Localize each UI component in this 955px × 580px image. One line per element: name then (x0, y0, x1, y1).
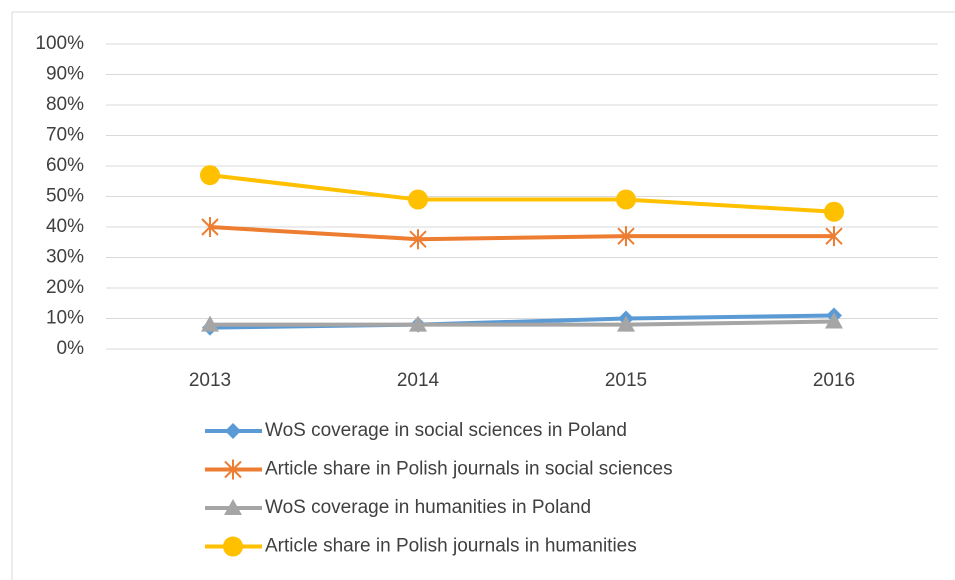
series-line (210, 319, 835, 327)
series-line (209, 225, 834, 242)
x-tick-label: 2013 (189, 370, 231, 391)
series-line (209, 173, 835, 214)
marker (224, 499, 242, 515)
marker (201, 217, 219, 237)
y-tick-label: 20% (46, 277, 84, 298)
y-tick-label: 30% (46, 247, 84, 268)
y-tick-label: 60% (46, 155, 84, 176)
y-tick-label: 10% (46, 308, 84, 329)
y-tick-label: 0% (57, 338, 85, 359)
y-tick-label: 100% (35, 33, 84, 54)
legend-label: Article share in Polish journals in huma… (265, 536, 637, 557)
marker (409, 315, 427, 332)
marker (225, 423, 241, 439)
y-tick-label: 90% (46, 64, 84, 85)
marker (825, 226, 843, 247)
marker (408, 189, 428, 210)
marker (616, 189, 636, 210)
marker (200, 165, 220, 186)
legend-label: WoS coverage in humanities in Poland (265, 497, 591, 518)
marker (201, 315, 219, 332)
marker (825, 312, 843, 329)
y-tick-label: 50% (46, 186, 84, 207)
y-tick-label: 70% (46, 125, 84, 146)
legend-label: Article share in Polish journals in soci… (265, 459, 673, 480)
legend-label: WoS coverage in social sciences in Polan… (265, 420, 627, 441)
x-tick-label: 2016 (813, 370, 855, 391)
x-tick-label: 2014 (397, 370, 440, 391)
marker (224, 459, 242, 480)
marker (617, 226, 635, 247)
marker (824, 201, 844, 222)
y-tick-label: 40% (46, 216, 84, 237)
x-tick-label: 2015 (605, 370, 647, 391)
marker (409, 229, 427, 250)
marker (617, 315, 635, 332)
marker (223, 536, 243, 557)
y-tick-label: 80% (46, 94, 84, 115)
